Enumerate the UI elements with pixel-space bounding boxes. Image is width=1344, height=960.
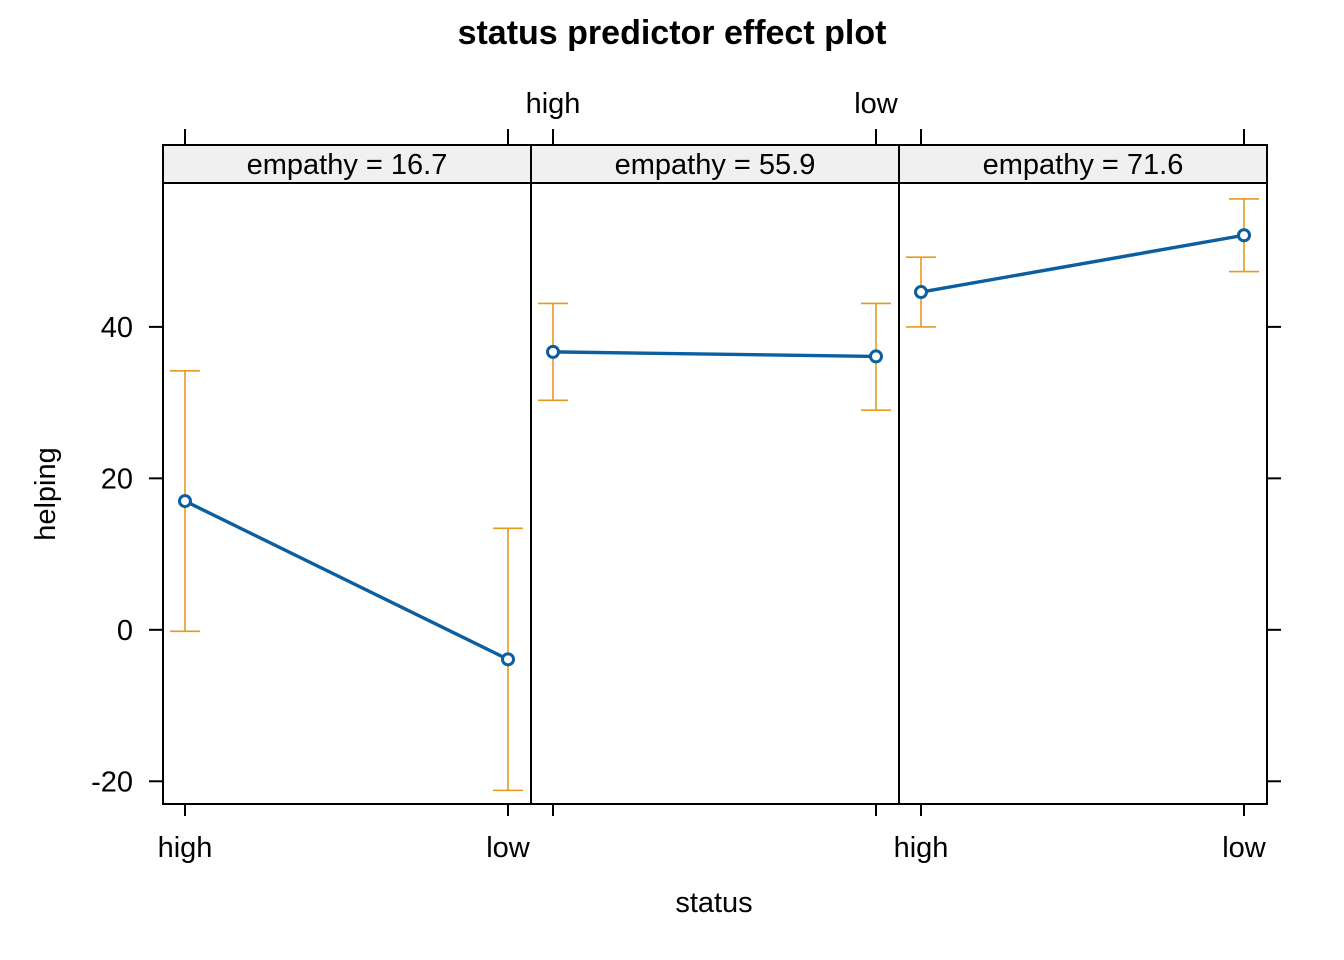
x-tick-label: high [158,832,213,864]
y-tick-label: 40 [101,312,133,344]
fit-line [552,350,877,359]
panel-strip [530,144,900,184]
fit-point [178,494,192,509]
chart-title: status predictor effect plot [458,14,887,52]
x-tick-label-top: high [526,88,581,120]
x-tick-label: low [486,832,531,864]
fit-line [184,499,509,661]
panel-strip-label: empathy = 55.9 [615,149,816,181]
y-axis-title: helping [30,447,62,541]
y-tick-label: 0 [117,615,133,647]
x-tick-label-top: low [854,88,899,120]
panel-frame [530,182,900,805]
plot-area: empathy = 16.7 high low empathy = 55.9 high l… [91,88,1281,864]
x-tick-label: high [894,832,949,864]
panel-frame [162,182,532,805]
x-tick-label: low [1222,832,1267,864]
x-axis-title: status [675,887,752,919]
fit-point [869,349,883,364]
fit-line [920,233,1245,294]
fit-point [914,285,928,300]
fit-point [546,344,560,359]
panel-strip-label: empathy = 16.7 [247,149,448,181]
fit-point [1237,228,1251,243]
panel-strip [162,144,532,184]
y-tick-label: 20 [101,463,133,495]
panel-strip-label: empathy = 71.6 [983,149,1184,181]
y-tick-label: -20 [91,766,133,798]
panel-strip [898,144,1268,184]
fit-point [501,652,515,667]
panel-frame [898,182,1268,805]
